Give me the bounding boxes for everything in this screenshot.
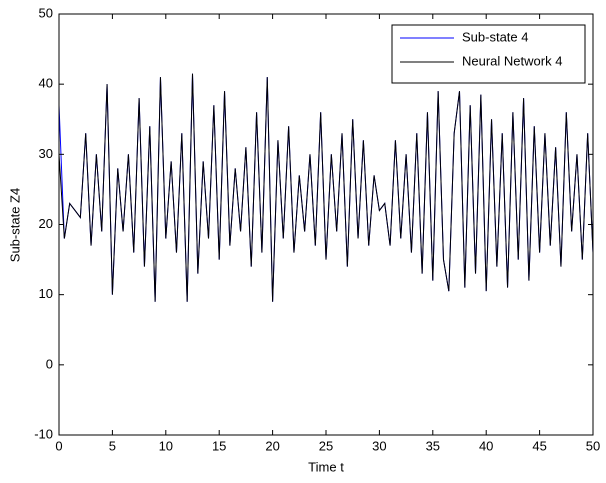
y-tick-label: 0 (46, 356, 53, 371)
legend-box (391, 24, 586, 84)
y-tick-label: 10 (39, 286, 53, 301)
x-tick-label: 15 (212, 438, 226, 453)
legend-label: Sub-state 4 (462, 29, 529, 44)
x-tick-label: 0 (55, 438, 62, 453)
x-tick-label: 35 (426, 438, 440, 453)
y-tick-label: 30 (39, 146, 53, 161)
x-tick-label: 45 (532, 438, 546, 453)
x-tick-label: 30 (372, 438, 386, 453)
x-tick-label: 5 (109, 438, 116, 453)
x-tick-label: 50 (586, 438, 600, 453)
x-tick-label: 20 (265, 438, 279, 453)
legend-label: Neural Network 4 (462, 53, 562, 68)
x-tick-label: 40 (479, 438, 493, 453)
y-tick-label: 50 (39, 5, 53, 20)
y-axis-label: Sub-state Z4 (7, 188, 22, 262)
y-tick-label: -10 (34, 426, 53, 441)
x-axis-label: Time t (308, 459, 344, 474)
y-tick-label: 40 (39, 76, 53, 91)
series-line (58, 73, 594, 302)
y-tick-label: 20 (39, 216, 53, 231)
x-tick-label: 10 (159, 438, 173, 453)
x-tick-label: 25 (319, 438, 333, 453)
